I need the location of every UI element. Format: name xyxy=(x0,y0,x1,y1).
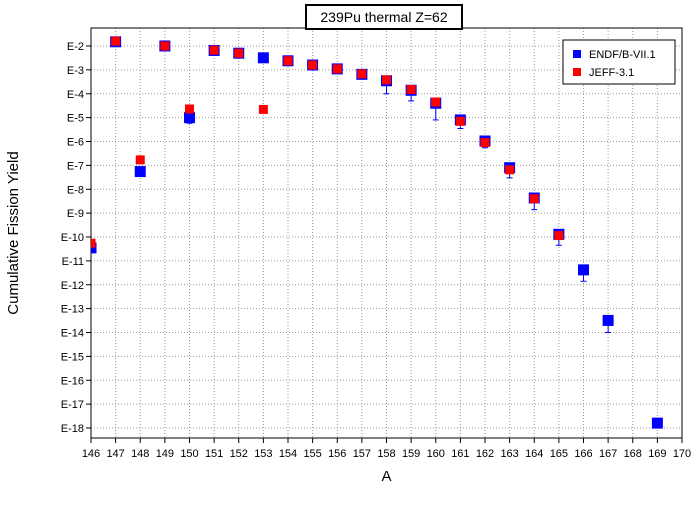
y-tick-label: E-17 xyxy=(61,399,84,411)
data-point xyxy=(234,48,244,58)
y-tick-label: E-11 xyxy=(62,256,84,268)
x-tick-label: 148 xyxy=(131,448,149,460)
data-point xyxy=(578,264,589,276)
x-tick-label: 150 xyxy=(180,448,198,460)
title-box xyxy=(305,4,463,30)
y-tick-label: E-13 xyxy=(61,304,84,316)
data-point xyxy=(382,75,391,85)
x-tick-label: 157 xyxy=(353,448,371,460)
data-point xyxy=(554,231,564,241)
legend-box xyxy=(562,39,676,85)
x-tick-label: 168 xyxy=(624,448,642,460)
y-tick-label: E-5 xyxy=(67,113,84,125)
data-point xyxy=(332,64,342,74)
legend-label: JEFF-3.1 xyxy=(589,67,634,79)
x-tick-label: 169 xyxy=(648,448,666,460)
x-tick-label: 165 xyxy=(550,448,568,460)
data-point xyxy=(160,41,170,51)
x-tick-label: 164 xyxy=(525,448,543,460)
chart-title: 239Pu thermal Z=62 xyxy=(320,9,447,25)
x-tick-label: 149 xyxy=(156,448,174,460)
y-tick-label: E-9 xyxy=(67,208,84,220)
x-tick-label: 163 xyxy=(500,448,518,460)
data-point xyxy=(480,138,490,148)
y-tick-label: E-10 xyxy=(61,232,84,244)
data-point xyxy=(651,417,663,429)
x-tick-label: 153 xyxy=(254,448,272,460)
data-point xyxy=(283,56,293,66)
data-point xyxy=(505,165,515,175)
data-point xyxy=(135,155,145,165)
y-tick-label: E-18 xyxy=(61,423,84,435)
x-tick-label: 146 xyxy=(82,448,100,460)
x-tick-label: 152 xyxy=(230,448,248,460)
x-tick-label: 155 xyxy=(303,448,321,460)
legend-marker xyxy=(573,50,581,58)
x-tick-label: 162 xyxy=(476,448,494,460)
data-point xyxy=(111,36,121,46)
x-tick-label: 166 xyxy=(574,448,592,460)
legend-marker xyxy=(573,68,581,76)
data-point xyxy=(308,60,318,70)
x-tick-label: 156 xyxy=(328,448,346,460)
x-tick-label: 151 xyxy=(205,448,223,460)
data-point xyxy=(134,166,146,178)
y-tick-label: E-4 xyxy=(67,89,84,101)
data-point xyxy=(91,238,96,248)
data-point xyxy=(209,45,219,55)
x-tick-label: 158 xyxy=(377,448,395,460)
x-tick-label: 147 xyxy=(106,448,124,460)
y-axis-label: Cumulative Fission Yield xyxy=(5,151,22,314)
x-axis-label: A xyxy=(381,468,391,485)
y-tick-label: E-6 xyxy=(67,137,84,149)
y-tick-label: E-3 xyxy=(67,65,84,77)
y-tick-label: E-15 xyxy=(61,351,84,363)
y-tick-label: E-14 xyxy=(61,328,84,340)
data-point xyxy=(91,242,97,254)
y-tick-label: E-7 xyxy=(67,160,84,172)
data-point xyxy=(184,112,195,124)
data-point xyxy=(602,314,614,326)
x-tick-label: 161 xyxy=(451,448,469,460)
x-tick-label: 170 xyxy=(673,448,691,460)
data-point xyxy=(406,85,416,95)
x-tick-label: 160 xyxy=(427,448,445,460)
y-tick-label: E-12 xyxy=(61,280,84,292)
series-jeff xyxy=(91,36,564,248)
data-point xyxy=(257,52,269,64)
data-point xyxy=(185,104,194,114)
y-tick-label: E-8 xyxy=(67,184,84,196)
legend-label: ENDF/B-VII.1 xyxy=(589,49,656,61)
data-point xyxy=(431,97,441,107)
data-point xyxy=(258,104,268,114)
data-point xyxy=(357,69,367,79)
y-tick-label: E-16 xyxy=(61,375,84,387)
x-tick-label: 159 xyxy=(402,448,420,460)
x-tick-label: 154 xyxy=(279,448,297,460)
x-tick-label: 167 xyxy=(599,448,617,460)
data-point xyxy=(529,194,539,204)
y-tick-label: E-2 xyxy=(67,41,84,53)
data-point xyxy=(455,116,465,126)
